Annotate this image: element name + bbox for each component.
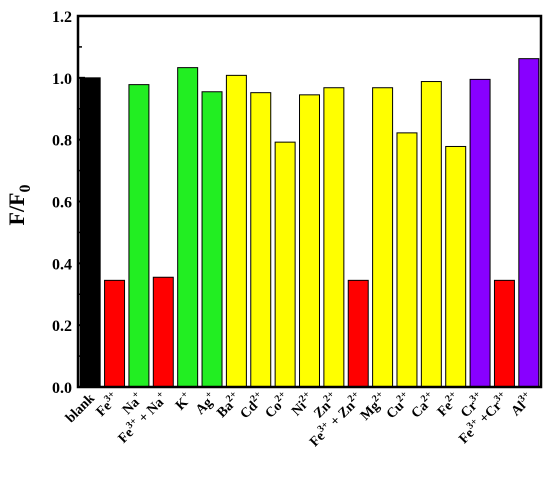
y-axis-title: F/F0 <box>4 185 34 226</box>
bar <box>177 67 199 388</box>
x-tick-label: Cu2+ <box>382 389 415 422</box>
bar <box>250 92 272 388</box>
y-tick-label: 1.2 <box>52 9 72 26</box>
bar <box>323 87 345 388</box>
y-tick-label: 0.6 <box>52 195 72 212</box>
y-axis-title-sub: 0 <box>17 185 34 193</box>
x-tick-label: Fe3+ + Zn2+ <box>305 389 366 450</box>
x-tick-label: Ni2+ <box>287 389 317 419</box>
y-tick-label: 0.4 <box>52 256 72 273</box>
y-tick-label: 0.2 <box>52 318 72 335</box>
bar <box>152 276 174 388</box>
x-tick-label: Fe3+ <box>92 389 123 420</box>
x-tick-label: Mg2+ <box>356 389 391 424</box>
x-tick-label: Fe3+ +Cr3+ <box>454 389 512 447</box>
bar <box>518 58 540 388</box>
bar <box>79 77 101 388</box>
x-tick-label: Ca2+ <box>407 389 440 422</box>
bar <box>445 145 467 388</box>
y-tick-label: 0.0 <box>52 380 72 397</box>
bar <box>128 84 150 388</box>
x-tick-label: Co2+ <box>261 389 294 422</box>
bar <box>396 132 418 388</box>
y-tick-label: 0.8 <box>52 133 72 150</box>
bar <box>372 87 394 388</box>
bar <box>420 81 442 388</box>
bars-group <box>79 58 540 388</box>
y-axis: 0.0 0.2 0.4 0.6 0.8 1.0 1.2 <box>52 9 85 397</box>
x-tick-label: K+ <box>171 389 196 414</box>
bar <box>347 279 369 388</box>
x-tick-label: Ag+ <box>191 389 220 418</box>
bar <box>201 91 223 388</box>
x-tick-label: Fe3+ + Na+ <box>114 389 172 447</box>
x-tick-label: Al3+ <box>506 389 536 419</box>
bar <box>493 279 515 388</box>
bar <box>274 141 296 388</box>
x-tick-label: Cd2+ <box>236 389 269 422</box>
y-axis-title-main: F/F <box>4 193 29 226</box>
bar <box>469 78 491 388</box>
x-tick-label: Fe2+ <box>433 389 464 420</box>
x-tick-label: Ba2+ <box>212 389 244 421</box>
bar <box>299 94 320 388</box>
bar <box>225 74 247 388</box>
y-tick-label: 1.0 <box>52 71 72 88</box>
bar <box>104 279 126 388</box>
